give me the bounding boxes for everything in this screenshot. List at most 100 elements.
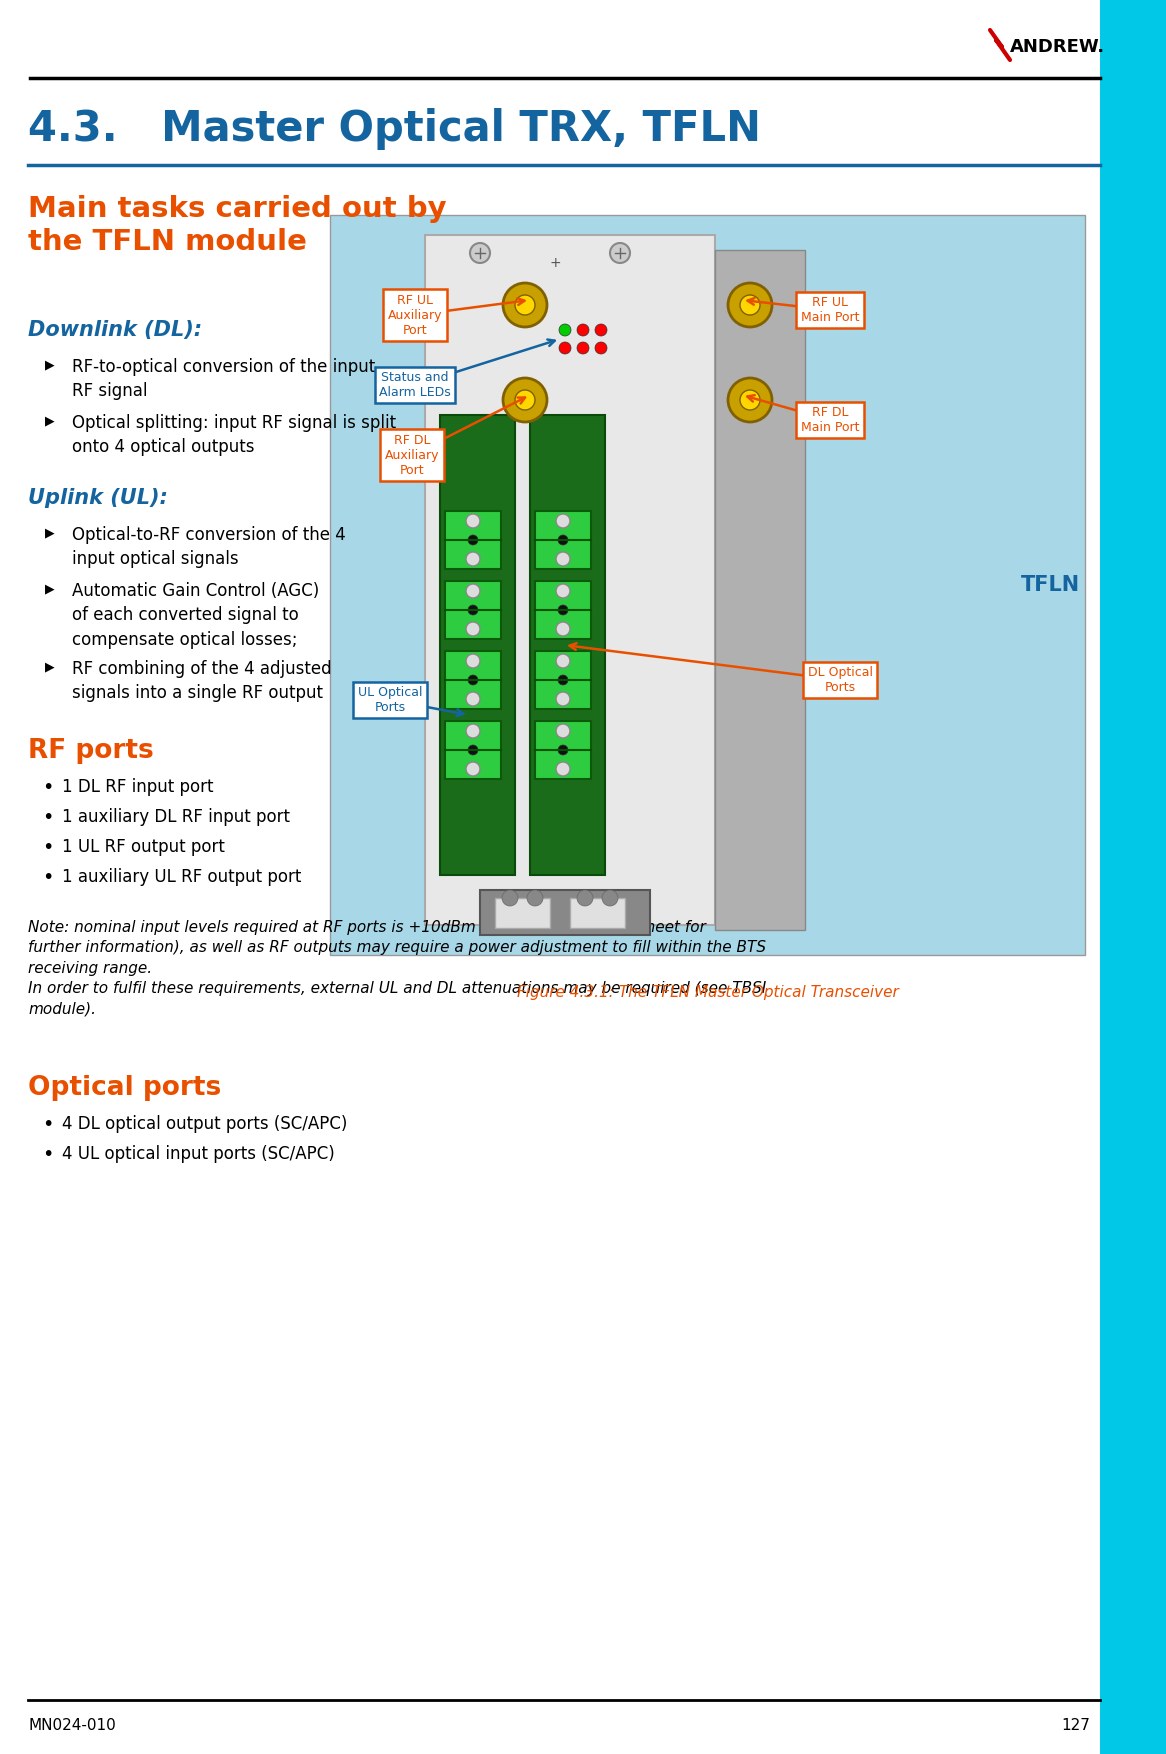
Text: UL Optical
Ports: UL Optical Ports — [358, 686, 422, 714]
Circle shape — [466, 654, 480, 668]
Circle shape — [577, 889, 593, 907]
Circle shape — [556, 724, 570, 738]
Circle shape — [556, 761, 570, 775]
Circle shape — [595, 324, 607, 337]
Text: TFLN: TFLN — [1021, 575, 1080, 595]
Circle shape — [556, 693, 570, 707]
Circle shape — [515, 389, 535, 410]
Circle shape — [466, 553, 480, 567]
Bar — [330, 216, 1086, 954]
Circle shape — [740, 389, 760, 410]
Text: Status and
Alarm LEDs: Status and Alarm LEDs — [379, 372, 451, 398]
Text: Main tasks carried out by
the TFLN module: Main tasks carried out by the TFLN modul… — [28, 195, 447, 256]
Text: 1 auxiliary UL RF output port: 1 auxiliary UL RF output port — [62, 868, 301, 886]
Text: Figure 4.3.1: The TFLN Master Optical Transceiver: Figure 4.3.1: The TFLN Master Optical Tr… — [517, 986, 898, 1000]
Circle shape — [468, 605, 478, 616]
Bar — [440, 416, 515, 875]
Text: 1 UL RF output port: 1 UL RF output port — [62, 838, 225, 856]
Circle shape — [595, 342, 607, 354]
Circle shape — [556, 553, 570, 567]
Bar — [535, 510, 591, 568]
Circle shape — [559, 342, 571, 354]
Bar — [531, 416, 605, 875]
Bar — [424, 235, 715, 924]
Text: MN024-010: MN024-010 — [28, 1717, 115, 1733]
Circle shape — [556, 623, 570, 637]
Bar — [480, 889, 649, 935]
Circle shape — [466, 693, 480, 707]
Circle shape — [527, 889, 543, 907]
Bar — [535, 721, 591, 779]
Text: •: • — [42, 868, 54, 888]
Circle shape — [559, 675, 568, 686]
Text: Automatic Gain Control (AGC)
of each converted signal to
compensate optical loss: Automatic Gain Control (AGC) of each con… — [72, 582, 319, 649]
Text: RF DL
Main Port: RF DL Main Port — [801, 405, 859, 433]
Circle shape — [503, 889, 518, 907]
Bar — [445, 651, 501, 709]
Circle shape — [503, 282, 547, 326]
Circle shape — [466, 724, 480, 738]
Text: RF DL
Auxiliary
Port: RF DL Auxiliary Port — [385, 433, 440, 477]
Text: 1 auxiliary DL RF input port: 1 auxiliary DL RF input port — [62, 809, 290, 826]
Circle shape — [556, 654, 570, 668]
Circle shape — [466, 761, 480, 775]
Text: ▶: ▶ — [45, 358, 55, 372]
Circle shape — [728, 282, 772, 326]
Text: Optical splitting: input RF signal is split
onto 4 optical outputs: Optical splitting: input RF signal is sp… — [72, 414, 396, 456]
Circle shape — [559, 535, 568, 545]
Circle shape — [559, 605, 568, 616]
Bar — [715, 251, 805, 930]
Text: ▶: ▶ — [45, 414, 55, 426]
Circle shape — [602, 889, 618, 907]
Text: DL Optical
Ports: DL Optical Ports — [808, 667, 872, 695]
Text: Optical-to-RF conversion of the 4
input optical signals: Optical-to-RF conversion of the 4 input … — [72, 526, 346, 568]
Text: ▶: ▶ — [45, 582, 55, 595]
Circle shape — [577, 342, 589, 354]
Bar — [535, 651, 591, 709]
Text: RF-to-optical conversion of the input
RF signal: RF-to-optical conversion of the input RF… — [72, 358, 375, 400]
Circle shape — [559, 324, 571, 337]
Circle shape — [468, 745, 478, 754]
Text: RF UL
Main Port: RF UL Main Port — [801, 296, 859, 324]
Text: •: • — [42, 809, 54, 826]
Text: RF combining of the 4 adjusted
signals into a single RF output: RF combining of the 4 adjusted signals i… — [72, 660, 331, 702]
Circle shape — [740, 295, 760, 316]
Circle shape — [728, 379, 772, 423]
Circle shape — [468, 675, 478, 686]
Circle shape — [466, 514, 480, 528]
Text: Uplink (UL):: Uplink (UL): — [28, 488, 168, 509]
Circle shape — [468, 535, 478, 545]
Text: •: • — [42, 838, 54, 858]
Bar — [445, 721, 501, 779]
Bar — [445, 581, 501, 638]
Text: ANDREW.: ANDREW. — [1010, 39, 1105, 56]
Circle shape — [610, 244, 630, 263]
Text: •: • — [42, 1145, 54, 1165]
Circle shape — [466, 623, 480, 637]
Text: 1 DL RF input port: 1 DL RF input port — [62, 779, 213, 796]
Text: 4 UL optical input ports (SC/APC): 4 UL optical input ports (SC/APC) — [62, 1145, 335, 1163]
Circle shape — [466, 584, 480, 598]
Circle shape — [503, 379, 547, 423]
Text: ▶: ▶ — [45, 660, 55, 674]
Text: RF ports: RF ports — [28, 738, 154, 765]
Text: 4 DL optical output ports (SC/APC): 4 DL optical output ports (SC/APC) — [62, 1116, 347, 1133]
Circle shape — [556, 584, 570, 598]
Circle shape — [556, 514, 570, 528]
Bar — [570, 898, 625, 928]
Text: •: • — [42, 1116, 54, 1135]
Circle shape — [515, 295, 535, 316]
Circle shape — [559, 745, 568, 754]
Text: 4.3.   Master Optical TRX, TFLN: 4.3. Master Optical TRX, TFLN — [28, 109, 761, 151]
Text: •: • — [42, 779, 54, 796]
Text: 127: 127 — [1061, 1717, 1090, 1733]
Text: ▶: ▶ — [45, 526, 55, 538]
Bar — [1100, 0, 1166, 1754]
Bar — [445, 510, 501, 568]
Text: RF UL
Auxiliary
Port: RF UL Auxiliary Port — [388, 293, 442, 337]
Text: +: + — [549, 256, 561, 270]
Text: Downlink (DL):: Downlink (DL): — [28, 319, 202, 340]
Bar — [496, 898, 550, 928]
Bar — [535, 581, 591, 638]
Text: Optical ports: Optical ports — [28, 1075, 222, 1102]
